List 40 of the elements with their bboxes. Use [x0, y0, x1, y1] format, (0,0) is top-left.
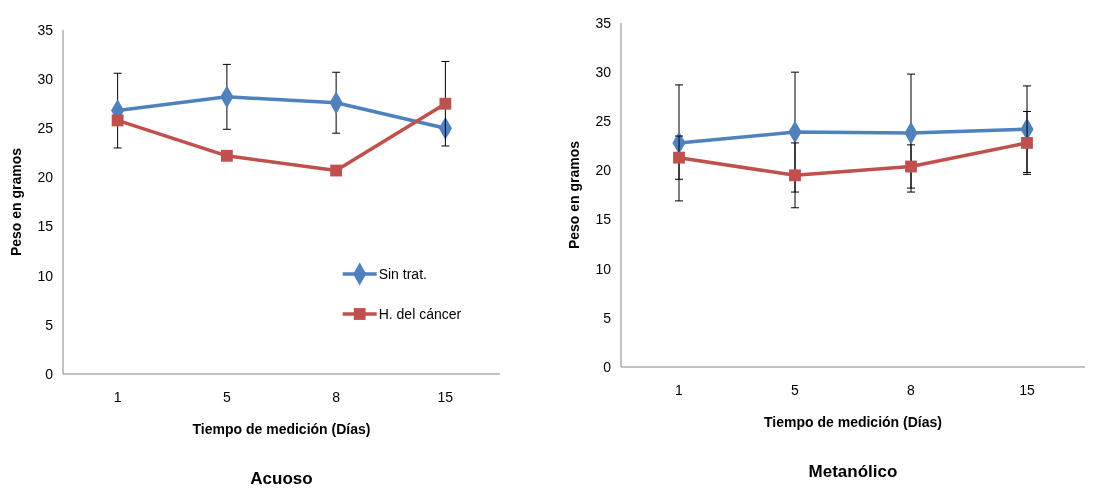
x-tick-label: 8 — [332, 389, 341, 405]
y-tick-label: 5 — [603, 309, 612, 326]
y-tick-label: 10 — [37, 267, 54, 284]
y-tick-label: 35 — [595, 14, 612, 31]
point — [1021, 136, 1033, 149]
y-tick-label: 35 — [37, 21, 54, 38]
y-tick-label: 30 — [37, 71, 54, 88]
x-tick-label: 5 — [222, 389, 231, 405]
y-tick-label: 20 — [37, 169, 54, 186]
y-tick-label: 30 — [595, 64, 612, 81]
point — [439, 97, 452, 110]
point — [673, 151, 685, 164]
text: Metanólico — [808, 462, 898, 481]
y-tick-label: 15 — [595, 211, 612, 228]
legend-label: Sin trat. — [378, 265, 427, 282]
x-tick-label: 1 — [675, 382, 684, 398]
y-axis-title: Peso en gramos — [566, 140, 582, 250]
legend-label: H. del cáncer — [378, 305, 462, 322]
text: Acuoso — [250, 469, 313, 488]
y-tick-label: 10 — [595, 260, 612, 277]
x-tick-label: 15 — [437, 389, 454, 405]
y-tick-label: 5 — [45, 316, 54, 333]
point — [111, 114, 124, 127]
y-tick-label: 0 — [603, 358, 612, 375]
y-tick-label: 15 — [37, 218, 54, 235]
y-tick-label: 20 — [595, 162, 612, 179]
x-tick-label: 1 — [113, 389, 122, 405]
y-tick-label: 25 — [595, 113, 612, 130]
point — [905, 160, 917, 173]
point — [330, 164, 343, 177]
y-axis-title: Peso en gramos — [8, 147, 24, 257]
x-axis-title: Tiempo de medición (Días) — [192, 421, 371, 437]
x-tick-label: 8 — [907, 382, 916, 398]
x-axis-title: Tiempo de medición (Días) — [764, 414, 942, 430]
point — [220, 149, 233, 162]
y-tick-label: 0 — [45, 365, 54, 382]
y-tick-label: 25 — [37, 120, 54, 137]
x-tick-label: 5 — [791, 382, 800, 398]
x-tick-label: 15 — [1019, 382, 1035, 398]
point — [789, 169, 801, 182]
